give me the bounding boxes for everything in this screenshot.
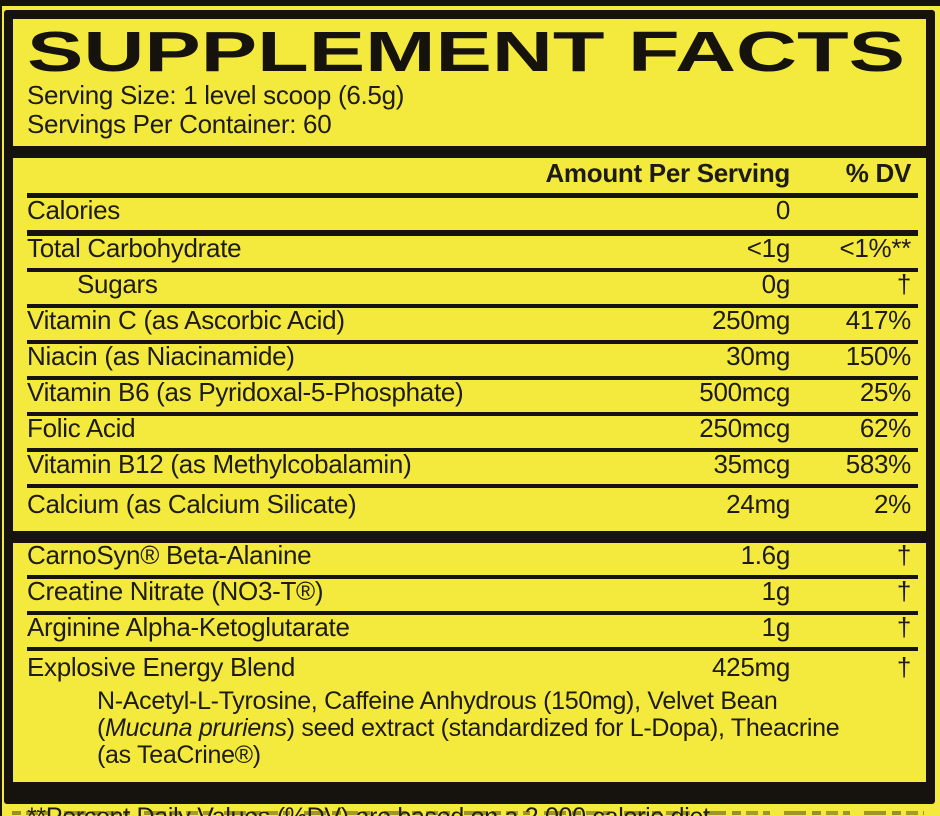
percent-dv-footnote: **Percent Daily Values (%DV) are based o… <box>27 803 918 816</box>
table-row: Arginine Alpha-Ketoglutarate 1g † <box>27 612 918 651</box>
amount-value: 1.6g <box>740 540 791 570</box>
page-title: SUPPLEMENT FACTS <box>27 25 905 79</box>
table-row: Calcium (as Calcium Silicate) 24mg 2% <box>27 488 918 524</box>
footnotes: **Percent Daily Values (%DV) are based o… <box>27 803 918 816</box>
dv-value: 62% <box>859 413 911 443</box>
nutrient-label: Arginine Alpha-Ketoglutarate <box>27 612 350 642</box>
section-divider-bar <box>13 531 926 543</box>
amount-value: 24mg <box>726 489 790 519</box>
amount-value: 500mcg <box>699 377 790 407</box>
nutrient-label: Calories <box>27 195 120 225</box>
image-top-crop-band <box>0 0 940 6</box>
image-left-crop-band <box>0 0 2 816</box>
blend-description-latin-name: Mucuna pruriens <box>105 714 287 742</box>
section-divider-bar <box>13 782 926 795</box>
nutrient-label: Explosive Energy Blend <box>27 652 295 682</box>
dv-value: 2% <box>874 489 911 519</box>
active-ingredients-table: CarnoSyn® Beta-Alanine 1.6g † Creatine Nitr… <box>27 540 918 687</box>
nutrients-table: Calories 0 Total Carbohydrate <1g <1%** Sugar… <box>27 195 918 524</box>
table-row: CarnoSyn® Beta-Alanine 1.6g † <box>27 540 918 579</box>
table-row: Total Carbohydrate <1g <1%** <box>27 233 918 272</box>
table-row: Folic Acid 250mcg 62% <box>27 413 918 452</box>
table-row: Vitamin B12 (as Methylcobalamin) 35mcg 583… <box>27 449 918 488</box>
blend-description-pre: N-Acetyl-L-Tyrosine, Caffeine Anhydrous … <box>97 687 778 742</box>
cutoff-letter-tops <box>12 811 924 815</box>
dv-value: † <box>896 576 911 606</box>
nutrient-label: Vitamin B12 (as Methylcobalamin) <box>27 449 412 479</box>
blend-description: N-Acetyl-L-Tyrosine, Caffeine Anhydrous … <box>27 687 918 775</box>
nutrient-label: Vitamin B6 (as Pyridoxal-5-Phosphate) <box>27 377 464 407</box>
panel-title-svg: SUPPLEMENT FACTS <box>27 25 905 79</box>
table-row: Niacin (as Niacinamide) 30mg 150% <box>27 341 918 380</box>
nutrient-label: Creatine Nitrate (NO3-T®) <box>27 576 324 606</box>
nutrient-label: CarnoSyn® Beta-Alanine <box>27 540 312 570</box>
dv-value: † <box>896 652 911 682</box>
amount-value: 250mcg <box>699 413 790 443</box>
table-row: Sugars 0g † <box>27 269 918 308</box>
table-row: Explosive Energy Blend 425mg † <box>27 651 918 687</box>
table-row: Creatine Nitrate (NO3-T®) 1g † <box>27 576 918 615</box>
nutrient-label: Niacin (as Niacinamide) <box>27 341 295 371</box>
table-row: Vitamin C (as Ascorbic Acid) 250mg 417% <box>27 305 918 344</box>
dv-value: 417% <box>845 305 912 335</box>
blend-description-post: ) seed extract (standardized for L-Dopa)… <box>97 714 840 769</box>
amount-value: 30mg <box>726 341 790 371</box>
amount-value: 35mcg <box>713 449 790 479</box>
nutrient-label: Folic Acid <box>27 413 136 443</box>
section-divider-bar <box>13 146 926 158</box>
nutrient-label: Calcium (as Calcium Silicate) <box>27 489 357 519</box>
table-row: Vitamin B6 (as Pyridoxal-5-Phosphate) 500… <box>27 377 918 416</box>
supplement-facts-panel: SUPPLEMENT FACTS Serving Size: 1 level s… <box>4 10 935 816</box>
panel-title: SUPPLEMENT FACTS <box>25 25 918 79</box>
amount-value: 250mg <box>712 305 790 335</box>
dv-value: † <box>896 269 911 299</box>
dv-value: 583% <box>845 449 912 479</box>
amount-value: <1g <box>746 233 791 263</box>
percent-dv-header: % DV <box>845 158 912 188</box>
dv-value: 25% <box>859 377 911 407</box>
table-header: Amount Per Serving % DV <box>27 158 918 198</box>
nutrient-label: Sugars <box>77 269 158 299</box>
nutrient-label: Total Carbohydrate <box>27 233 242 263</box>
amount-value: 1g <box>761 576 791 606</box>
amount-value: 0g <box>761 269 791 299</box>
dv-value: † <box>896 612 911 642</box>
serving-size: Serving Size: 1 level scoop (6.5g) <box>27 80 405 110</box>
amount-value: 0 <box>775 195 790 225</box>
table-row: Calories 0 <box>27 195 918 236</box>
dv-value: 150% <box>845 341 912 371</box>
amount-per-serving-header: Amount Per Serving <box>545 158 790 188</box>
dv-value: <1%** <box>839 233 912 263</box>
dv-value: † <box>896 540 911 570</box>
amount-value: 1g <box>761 612 791 642</box>
servings-per-container: Servings Per Container: 60 <box>27 109 332 139</box>
amount-value: 425mg <box>712 652 790 682</box>
cutoff-text-line <box>12 809 924 815</box>
nutrient-label: Vitamin C (as Ascorbic Acid) <box>27 305 345 335</box>
